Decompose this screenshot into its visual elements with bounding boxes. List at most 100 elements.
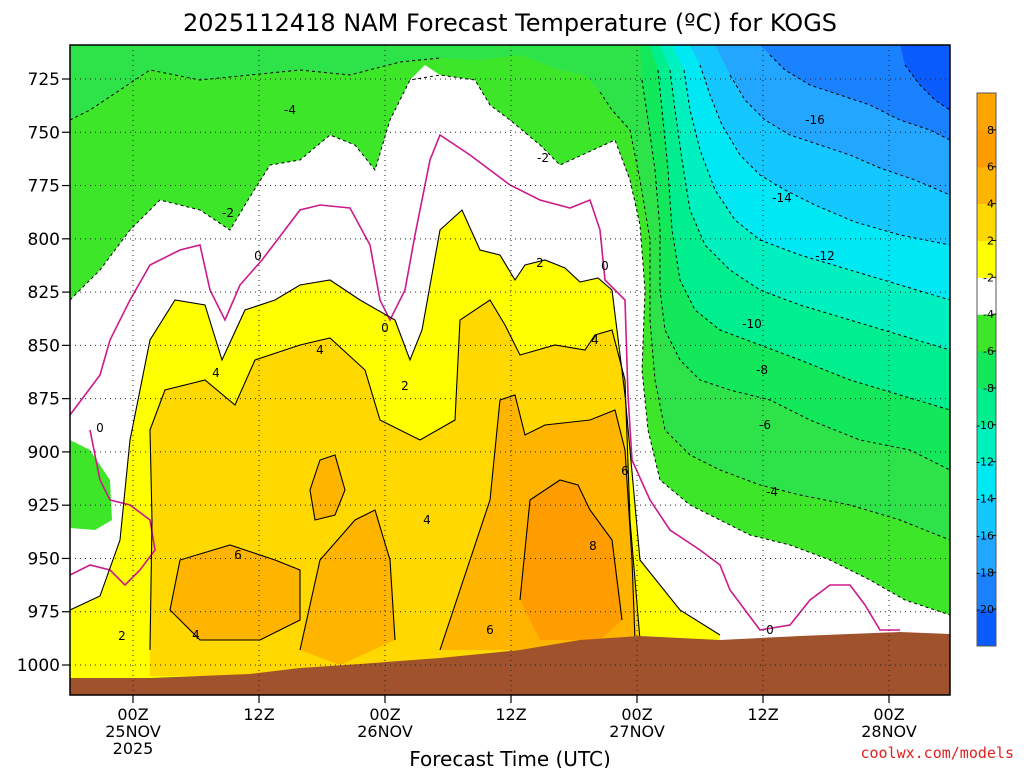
x-tick-label: 25NOV bbox=[105, 722, 161, 741]
colorbar-label: 2 bbox=[987, 234, 994, 247]
x-tick-label: 27NOV bbox=[609, 722, 665, 741]
ground-terrain bbox=[70, 632, 950, 695]
contour-label: 6 bbox=[621, 464, 629, 478]
contour-label: -4 bbox=[766, 485, 778, 499]
negative-isotherms bbox=[70, 54, 950, 616]
colorbar-label: -8 bbox=[983, 382, 994, 395]
isotherm-6c bbox=[309, 454, 346, 521]
isotherm-minus4 bbox=[70, 57, 950, 541]
contour-label: 4 bbox=[316, 343, 324, 357]
y-tick-label: 1000 bbox=[17, 656, 60, 676]
colorbar-swatch bbox=[977, 498, 996, 536]
colorbar-swatch bbox=[977, 572, 996, 610]
contour-label: -16 bbox=[805, 113, 825, 127]
contour-label: 2 bbox=[401, 379, 409, 393]
colorbar-swatch bbox=[977, 461, 996, 500]
isotherm-6b bbox=[299, 509, 396, 651]
warm-field-10 bbox=[520, 480, 622, 640]
isotherm-8 bbox=[519, 479, 623, 621]
contour-label: -4 bbox=[284, 103, 296, 117]
contour-label: 0 bbox=[381, 321, 389, 335]
credit-text: coolwx.com/models bbox=[860, 744, 1014, 762]
isotherm-4 bbox=[149, 299, 641, 651]
colorbar-label: -18 bbox=[976, 566, 994, 579]
colorbar-swatch bbox=[977, 240, 996, 278]
contour-label: 2 bbox=[536, 256, 544, 270]
x-tick-label: 2025 bbox=[113, 739, 154, 758]
x-tick-label: 00Z bbox=[117, 705, 148, 724]
colorbar-label: -4 bbox=[983, 308, 994, 321]
cold-field-minus20 bbox=[900, 45, 950, 110]
x-tick-label: 00Z bbox=[621, 705, 652, 724]
y-tick-label: 725 bbox=[28, 70, 60, 90]
colorbar-label: 8 bbox=[987, 124, 994, 137]
y-tick-label: 800 bbox=[28, 230, 60, 250]
y-tick-label: 975 bbox=[28, 603, 60, 623]
contour-label: 4 bbox=[212, 366, 220, 380]
isotherm-minus10 bbox=[669, 69, 950, 351]
colorbar-swatch bbox=[977, 93, 996, 131]
contour-label: 4 bbox=[423, 513, 431, 527]
y-tick-label: 875 bbox=[28, 390, 60, 410]
plot-border bbox=[69, 44, 951, 696]
isotherm-minus2 bbox=[70, 74, 950, 616]
colorbar-label: -6 bbox=[983, 345, 994, 358]
grid-lines bbox=[70, 45, 950, 695]
y-tick-label: 900 bbox=[28, 443, 60, 463]
isotherm-minus20 bbox=[904, 64, 950, 111]
plot-area: -16 -14 -12 -10 -8 -6 -4 -4 -2 -2 0 0 0 0 0 2 2 2 4 4 4 4 4 6 6 6… bbox=[70, 45, 950, 695]
contour-label: 6 bbox=[486, 623, 494, 637]
isotherm-minus6 bbox=[641, 79, 950, 471]
colorbar-swatch bbox=[977, 314, 996, 352]
isotherm-6d bbox=[439, 394, 636, 651]
isotherm-minus8 bbox=[657, 69, 950, 411]
contour-label: 0 bbox=[254, 249, 262, 263]
colorbar-swatch bbox=[977, 166, 996, 205]
colorbar-label: -20 bbox=[976, 603, 994, 616]
x-tick-label: 28NOV bbox=[861, 722, 917, 741]
contour-label: -2 bbox=[537, 151, 549, 165]
colorbar-swatch bbox=[977, 424, 996, 463]
positive-isotherms bbox=[70, 209, 721, 651]
contour-label: 6 bbox=[234, 548, 242, 562]
contour-label: 4 bbox=[192, 628, 200, 642]
x-tick-label: 12Z bbox=[747, 705, 778, 724]
colorbar-swatch bbox=[977, 351, 996, 389]
y-tick-label: 775 bbox=[28, 177, 60, 197]
isotherm-minus12 bbox=[683, 69, 950, 301]
contour-label: -12 bbox=[815, 249, 835, 263]
isotherm-6a bbox=[169, 544, 301, 641]
contour-label: -10 bbox=[742, 317, 762, 331]
x-tick-label: 00Z bbox=[873, 705, 904, 724]
colorbar-label: -16 bbox=[976, 529, 994, 542]
colorbar-border bbox=[976, 92, 997, 647]
contour-label: -14 bbox=[772, 191, 792, 205]
y-tick-label: 950 bbox=[28, 549, 60, 569]
zero-isotherm-main bbox=[70, 133, 900, 631]
y-tick-label: 750 bbox=[28, 123, 60, 143]
colorbar-swatch bbox=[977, 387, 996, 426]
contour-label: 2 bbox=[118, 629, 126, 643]
contour-label: 0 bbox=[96, 421, 104, 435]
x-tick-label: 00Z bbox=[369, 705, 400, 724]
cold-field-minus18 bbox=[760, 45, 950, 140]
colorbar-swatch bbox=[977, 609, 996, 647]
contour-label: 0 bbox=[766, 623, 774, 637]
colorbar-label: 6 bbox=[987, 161, 994, 174]
cold-patch-left bbox=[70, 440, 112, 530]
colorbar-label: -2 bbox=[983, 271, 994, 284]
colorbar-label: -10 bbox=[976, 419, 994, 432]
contour-label: -2 bbox=[222, 206, 234, 220]
contour-label: 4 bbox=[591, 333, 599, 347]
contour-label: -8 bbox=[756, 363, 768, 377]
x-tick-label: 12Z bbox=[243, 705, 274, 724]
isotherm-2 bbox=[70, 209, 721, 636]
colorbar-swatch bbox=[977, 277, 996, 315]
colorbar-swatch bbox=[977, 203, 996, 241]
x-tick-label: 26NOV bbox=[357, 722, 413, 741]
colorbar-label: -12 bbox=[976, 456, 994, 469]
colorbar-label: -14 bbox=[976, 493, 994, 506]
isotherm-minus18 bbox=[769, 54, 950, 141]
y-tick-label: 925 bbox=[28, 496, 60, 516]
chart-title: 2025112418 NAM Forecast Temperature (ºC)… bbox=[183, 9, 837, 37]
